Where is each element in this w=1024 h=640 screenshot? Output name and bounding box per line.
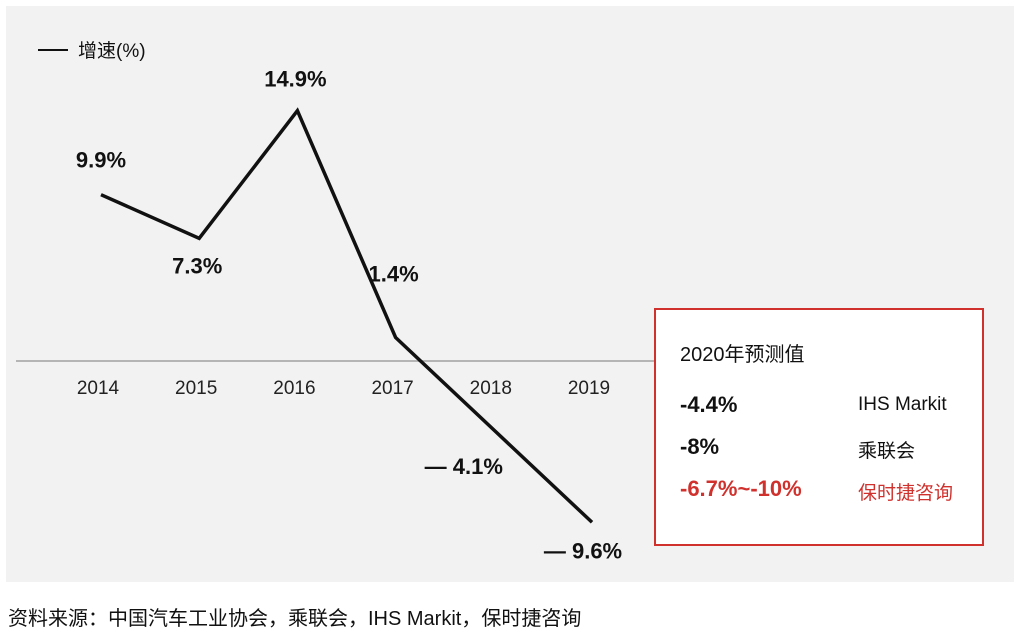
data-label: 7.3% — [172, 253, 222, 278]
data-label: 14.9% — [264, 67, 326, 92]
forecast-row: -8% 乘联会 — [680, 434, 970, 464]
x-tick-label: 2018 — [470, 378, 512, 399]
forecast-value: -6.7%~-10% — [680, 476, 802, 501]
data-label: — 9.6% — [544, 538, 622, 563]
x-tick-label: 2014 — [77, 378, 120, 399]
forecast-source: 保时捷咨询 — [858, 483, 954, 504]
forecast-value: -8% — [680, 434, 720, 459]
forecast-box: 2020年预测值 -4.4% IHS Markit -8% 乘联会 -6.7%~… — [654, 308, 984, 546]
series-line-growth — [100, 107, 594, 524]
x-tick-label: 2015 — [175, 378, 217, 399]
growth-line-chart: 2014 2015 2016 2017 2018 2019 9.9% 7.3% 14.9% 1.… — [16, 67, 654, 563]
legend-label: 增速(%) — [78, 41, 146, 62]
data-label: 9.9% — [76, 148, 126, 173]
forecast-title: 2020年预测值 — [680, 344, 805, 366]
data-label: — 4.1% — [425, 454, 503, 479]
forecast-row: -4.4% IHS Markit — [680, 392, 970, 422]
legend-line-swatch — [38, 48, 68, 51]
data-label: 1.4% — [369, 261, 419, 286]
forecast-value: -4.4% — [680, 392, 738, 417]
forecast-source: IHS Markit — [858, 394, 947, 415]
x-tick-label: 2016 — [273, 378, 315, 399]
forecast-source: 乘联会 — [858, 441, 916, 462]
x-tick-label: 2017 — [371, 378, 413, 399]
forecast-row-highlight: -6.7%~-10% 保时捷咨询 — [680, 476, 970, 506]
x-tick-label: 2019 — [568, 378, 610, 399]
legend: 增速(%) — [38, 36, 146, 63]
source-note: 资料来源：中国汽车工业协会，乘联会，IHS Markit，保时捷咨询 — [8, 608, 582, 630]
